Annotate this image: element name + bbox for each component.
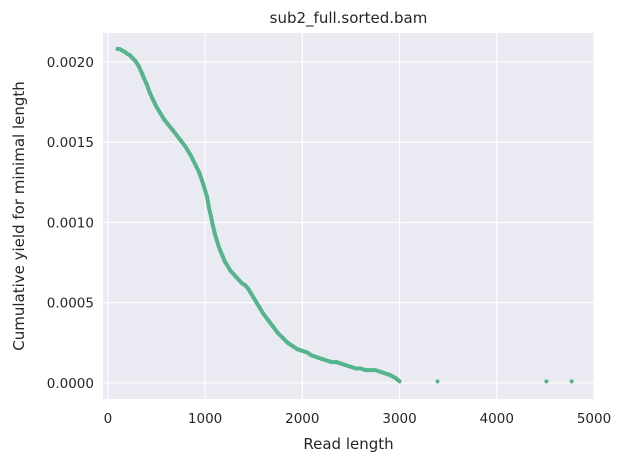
- x-tick-label: 0: [104, 411, 113, 427]
- data-point: [117, 47, 122, 52]
- data-point: [276, 331, 281, 336]
- data-point: [363, 368, 368, 373]
- x-tick-label: 4000: [480, 411, 514, 427]
- x-tick-label: 2000: [285, 411, 319, 427]
- data-point: [387, 372, 392, 377]
- data-point: [139, 71, 144, 76]
- data-point: [353, 366, 358, 371]
- data-points: [116, 47, 574, 383]
- data-point: [162, 117, 167, 122]
- data-point: [569, 379, 574, 384]
- data-point: [254, 300, 259, 305]
- data-point: [334, 360, 339, 365]
- data-point: [120, 48, 125, 53]
- x-tick-label: 5000: [577, 411, 611, 427]
- data-point: [141, 75, 146, 80]
- y-tick-label: 0.0015: [47, 135, 94, 151]
- data-point: [251, 295, 256, 300]
- plot-background: [103, 33, 594, 399]
- data-point: [314, 355, 319, 360]
- data-point: [205, 194, 210, 199]
- x-tick-labels: 0 1000 2000 3000 4000 5000: [104, 411, 612, 427]
- data-point: [397, 379, 402, 384]
- data-point: [290, 344, 295, 349]
- data-point: [188, 153, 193, 157]
- data-point: [154, 104, 159, 109]
- data-point: [206, 205, 211, 210]
- data-point: [131, 56, 136, 61]
- x-axis-label: Read length: [303, 435, 393, 453]
- data-point: [248, 291, 253, 296]
- data-point: [261, 311, 266, 316]
- data-point: [170, 127, 175, 132]
- data-point: [193, 162, 198, 167]
- data-point: [150, 96, 155, 101]
- data-point: [373, 368, 378, 373]
- data-point: [212, 231, 217, 236]
- y-tick-label: 0.0005: [47, 296, 94, 312]
- data-point: [197, 170, 202, 175]
- data-point: [368, 368, 373, 373]
- data-point: [144, 82, 149, 87]
- chart-title: sub2_full.sorted.bam: [270, 9, 428, 28]
- data-point: [173, 132, 178, 137]
- data-point: [339, 361, 344, 366]
- data-point: [216, 244, 221, 249]
- data-point: [240, 281, 245, 286]
- data-point: [218, 249, 223, 254]
- data-point: [134, 59, 139, 64]
- data-point: [266, 318, 271, 323]
- data-point: [310, 353, 315, 358]
- data-point: [125, 51, 130, 56]
- data-point: [382, 371, 387, 376]
- data-point: [128, 53, 133, 58]
- data-point: [183, 144, 188, 149]
- data-point: [178, 138, 183, 143]
- data-point: [201, 181, 206, 186]
- data-point: [319, 356, 324, 361]
- data-point: [242, 283, 247, 288]
- data-point: [245, 286, 250, 291]
- data-point: [158, 111, 163, 116]
- data-point: [324, 358, 329, 363]
- data-point: [210, 223, 215, 228]
- data-point: [231, 271, 236, 276]
- y-axis-label: Cumulative yield for minimal length: [10, 81, 28, 351]
- data-point: [147, 90, 152, 95]
- data-point: [280, 336, 285, 340]
- x-tick-label: 1000: [188, 411, 222, 427]
- data-point: [214, 238, 219, 243]
- y-tick-label: 0.0000: [47, 376, 94, 392]
- data-point: [358, 366, 363, 371]
- data-point: [220, 254, 225, 259]
- data-point: [257, 305, 262, 310]
- x-tick-label: 3000: [382, 411, 416, 427]
- data-point: [329, 360, 334, 365]
- data-point: [136, 64, 141, 69]
- data-point: [271, 324, 276, 329]
- data-point: [300, 348, 305, 353]
- y-tick-labels: 0.0000 0.0005 0.0010 0.0015 0.0020: [47, 55, 94, 392]
- y-tick-label: 0.0020: [47, 55, 94, 71]
- grid: [103, 33, 595, 399]
- data-point: [295, 347, 300, 352]
- data-point: [305, 350, 310, 355]
- data-point: [390, 374, 395, 379]
- data-point: [237, 278, 242, 283]
- data-point: [435, 379, 440, 384]
- data-point: [348, 364, 353, 369]
- data-point: [234, 275, 239, 279]
- data-point: [222, 258, 227, 263]
- data-point: [285, 340, 290, 345]
- data-point: [544, 379, 549, 384]
- data-point: [208, 214, 213, 218]
- data-point: [228, 268, 233, 273]
- data-point: [225, 263, 230, 268]
- data-point: [378, 369, 383, 374]
- data-point: [166, 122, 171, 127]
- data-point: [344, 363, 349, 368]
- y-tick-label: 0.0010: [47, 215, 94, 231]
